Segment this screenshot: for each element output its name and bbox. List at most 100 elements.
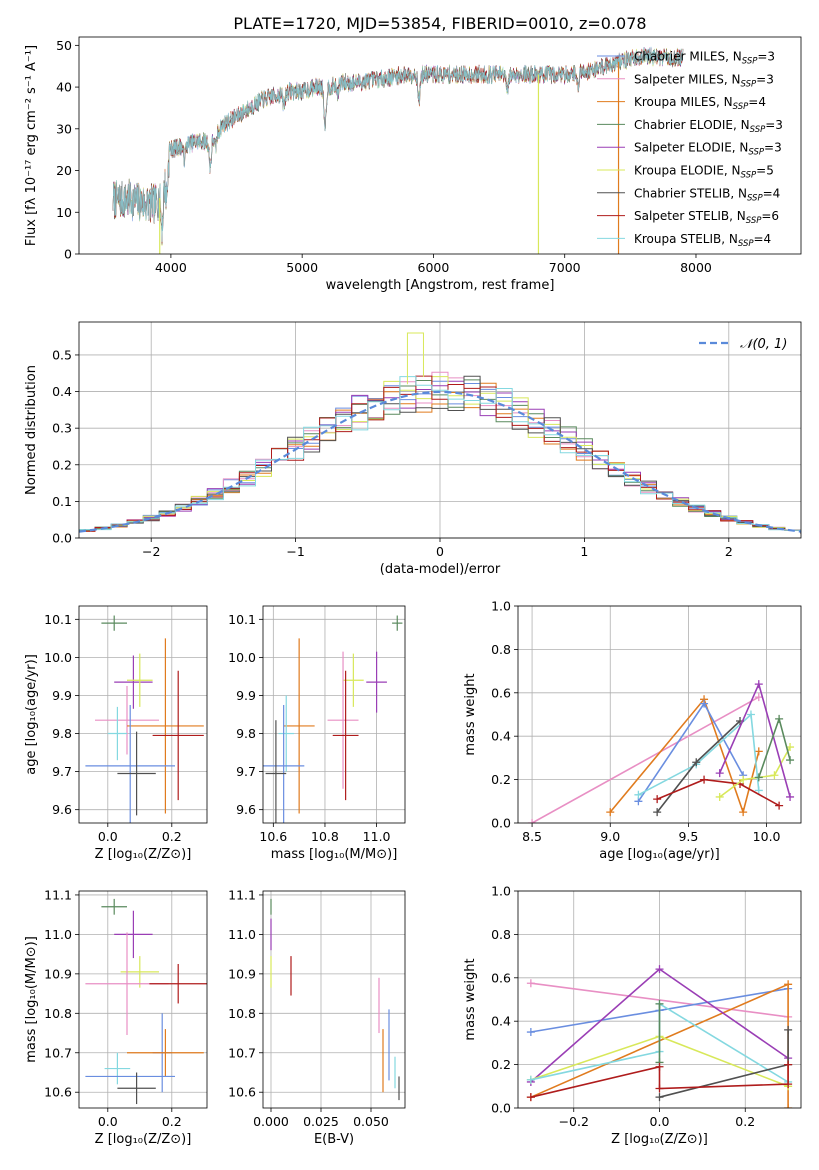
y-tick-label: 10.7 [44, 1045, 72, 1060]
weight-point [606, 808, 615, 817]
y-tick-label: 9.8 [52, 726, 72, 741]
y-tick-label: 0.4 [52, 384, 72, 399]
weight-point [739, 775, 748, 784]
weight-point [754, 773, 763, 782]
x-tick-label: 9.0 [600, 829, 620, 844]
legend-entry-gauss: 𝒩(0, 1) [740, 337, 787, 352]
y-tick-label: 9.7 [52, 764, 72, 779]
weight-point [653, 808, 662, 817]
y-axis-label: Flux [fλ 10⁻¹⁷ erg cm⁻² s⁻¹ A⁻¹] [24, 45, 39, 246]
plot-frame [78, 605, 208, 824]
x-tick-label: 2 [725, 544, 733, 559]
weight-point [754, 693, 763, 702]
y-axis-label: age [log₁₀(age/yr)] [24, 654, 39, 775]
weight-point [655, 965, 664, 974]
x-tick-label: 8000 [680, 260, 712, 275]
weight-point [775, 801, 784, 810]
x-tick-label: 0.0 [98, 829, 118, 844]
plot-area [270, 898, 400, 1101]
x-tick-label: 10.8 [311, 829, 339, 844]
weight-point [526, 979, 535, 988]
plot-area [79, 332, 801, 534]
weight-point [528, 819, 537, 823]
x-axis-label: mass [log₁₀(M/M⊙)] [271, 847, 398, 862]
x-axis-label: E(B-V) [314, 1132, 354, 1147]
mass-vs-metallicity-panel: 0.0 0.2 10.6 10.7 10.8 10.9 11.0 11.1 Z [log₁₀(Z… [24, 887, 208, 1147]
legend-entry: Kroupa STELIB, NSSP=4 [634, 232, 771, 249]
y-tick-label: 10.1 [44, 612, 72, 627]
x-tick-label: 0.000 [253, 1114, 289, 1129]
x-axis-label: Z [log₁₀(Z/Z⊙)] [95, 847, 192, 862]
weight-point [746, 710, 755, 719]
weight-point [715, 792, 724, 801]
y-tick-label: 0 [64, 247, 72, 262]
y-tick-label: 10.8 [228, 1006, 256, 1021]
residuals-histogram-panel: −2 −1 0 1 2 0.0 0.1 0.2 0.3 0.4 0.5 (data-model)/er… [24, 321, 802, 577]
y-tick-label: 0.6 [491, 970, 511, 985]
y-tick-label: 0.2 [52, 457, 72, 472]
mass-weight-vs-age-panel: 8.5 9.0 9.5 10.0 0.0 0.2 0.4 0.6 0.8 1.0 age [log₁… [463, 599, 802, 862]
weight-point [634, 790, 643, 799]
x-tick-label: 0.2 [162, 829, 182, 844]
y-tick-label: 9.6 [236, 802, 256, 817]
x-axis-label: Z [log₁₀(Z/Z⊙)] [611, 1132, 708, 1147]
spectrum-legend: Chabrier MILES, NSSP=3 Salpeter MILES, NS… [597, 50, 783, 249]
y-tick-label: 9.8 [236, 726, 256, 741]
weight-point [655, 999, 664, 1008]
y-tick-label: 0.1 [52, 494, 72, 509]
legend-entry: Chabrier MILES, NSSP=3 [634, 50, 775, 67]
weight-point [754, 786, 763, 795]
plot-area [528, 680, 795, 823]
weight-point [526, 1028, 535, 1037]
gaussian-curve [79, 390, 801, 533]
weight-point [786, 756, 795, 765]
x-tick-label: 0.0 [98, 1114, 118, 1129]
x-tick-label: 6000 [418, 260, 450, 275]
y-tick-label: 9.6 [52, 802, 72, 817]
weight-point [700, 699, 709, 708]
y-tick-label: 1.0 [491, 599, 511, 614]
weight-line-salpeter-elodie [718, 681, 791, 798]
weight-point [784, 1060, 793, 1069]
plot-frame [78, 36, 802, 255]
y-tick-label: 0.0 [52, 531, 72, 546]
spectrum-panel: 4000 5000 6000 7000 8000 0 10 20 30 40 50 wavelengt… [24, 36, 802, 293]
histogram-peak-bin [406, 332, 424, 385]
legend-entry: Kroupa MILES, NSSP=4 [634, 95, 766, 112]
y-tick-label: 10.6 [44, 1085, 72, 1100]
x-axis-label: wavelength [Angstrom, rest frame] [326, 278, 555, 293]
x-axis-label: (data-model)/error [380, 562, 501, 577]
weight-point [784, 1080, 793, 1089]
y-tick-label: 10.0 [228, 650, 256, 665]
x-tick-label: 9.5 [678, 829, 698, 844]
x-tick-label: 0.0 [650, 1114, 670, 1129]
age-vs-metallicity-panel: 0.0 0.2 9.6 9.7 9.8 9.9 10.0 10.1 Z [log₁₀(Z/Z⊙)… [24, 605, 208, 862]
y-tick-label: 0.2 [491, 772, 511, 787]
mass-weight-vs-metallicity-panel: −0.2 0.0 0.2 0.0 0.2 0.4 0.6 0.8 1.0 Z [log₁₀(Z/Z… [463, 884, 802, 1147]
y-tick-label: 11.1 [44, 887, 72, 902]
y-tick-label: 10 [56, 205, 72, 220]
x-tick-label: 10.6 [259, 829, 287, 844]
y-tick-label: 0.4 [491, 729, 511, 744]
legend-entry: Kroupa ELODIE, NSSP=5 [634, 164, 774, 181]
x-tick-label: 1 [580, 544, 588, 559]
y-tick-label: 0.5 [52, 347, 72, 362]
legend-entry: Chabrier ELODIE, NSSP=3 [634, 118, 783, 135]
x-tick-label: 0 [436, 544, 444, 559]
weight-point [786, 792, 795, 801]
x-tick-label: 5000 [286, 260, 318, 275]
weight-point [655, 1084, 664, 1093]
y-tick-label: 11.0 [44, 927, 72, 942]
weight-line-salpeter-stelib [656, 778, 780, 807]
plot-area [526, 965, 793, 1108]
plot-frame [262, 605, 406, 824]
x-tick-label: 11.0 [363, 829, 391, 844]
legend-entry: Chabrier STELIB, NSSP=4 [634, 186, 780, 203]
weight-point [526, 1075, 535, 1084]
x-tick-label: −0.2 [559, 1114, 589, 1129]
y-tick-label: 30 [56, 121, 72, 136]
x-tick-label: 0.025 [303, 1114, 339, 1129]
y-axis-label: mass weight [463, 673, 478, 755]
y-tick-label: 0.0 [491, 1101, 511, 1116]
weight-point [526, 1093, 535, 1102]
